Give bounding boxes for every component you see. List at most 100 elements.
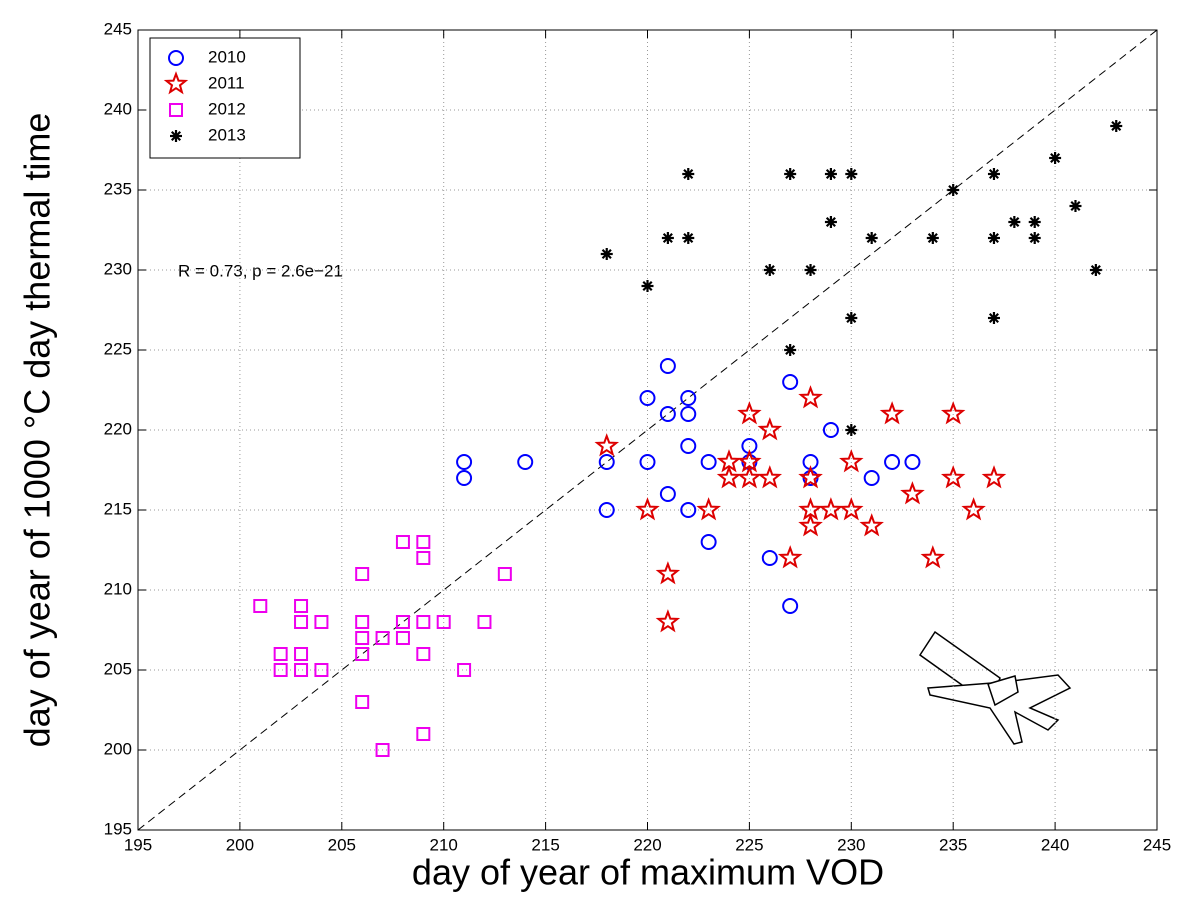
y-tick-label: 205 [104,659,132,678]
asterisk-stroke [170,130,182,142]
asterisk-stroke [866,232,877,244]
point [757,465,783,489]
point [904,454,921,470]
point [757,417,783,441]
point [777,545,803,569]
legend-marker [170,130,182,142]
point [395,631,410,645]
point [294,599,309,613]
point [416,535,431,549]
point [598,454,615,470]
point [822,422,839,438]
point [987,168,1000,180]
x-tick-label: 205 [328,835,356,854]
point [375,743,390,757]
point [355,567,370,581]
point [680,502,697,518]
point [659,358,676,374]
asterisk-stroke [1050,152,1061,164]
point [659,406,676,422]
asterisk-stroke [988,168,999,180]
point [987,312,1000,324]
point [879,401,905,425]
point [1069,200,1082,212]
point [680,438,697,454]
point [477,615,492,629]
point [680,406,697,422]
x-tick-label: 210 [430,835,458,854]
annotation: R = 0.73, p = 2.6e−21 [178,261,343,280]
point [798,465,823,489]
y-axis-label: day of year of 1000 °C day thermal time [17,113,58,748]
point [682,232,695,244]
y-tick-label: 215 [104,499,132,518]
asterisk-stroke [683,232,694,244]
point [737,401,762,425]
y-tick-label: 230 [104,259,132,278]
point [987,232,1000,244]
point [784,344,797,356]
legend-marker [168,50,184,66]
point [1089,264,1102,276]
asterisk-stroke [683,168,694,180]
y-tick-label: 225 [104,339,132,358]
point [940,465,966,489]
asterisk-stroke [1029,232,1040,244]
asterisk-stroke [785,168,796,180]
point [416,551,431,565]
asterisk-stroke [805,264,816,276]
asterisk-stroke [764,264,775,276]
point [641,280,654,292]
point [416,727,431,741]
x-tick-label: 235 [939,835,967,854]
asterisk-stroke [825,168,836,180]
point [839,449,864,473]
point [355,695,370,709]
y-tick-label: 220 [104,419,132,438]
point [294,615,309,629]
x-tick-label: 195 [124,835,152,854]
y-tick-label: 210 [104,579,132,598]
point [845,424,858,436]
point [798,513,823,537]
point [1028,232,1041,244]
point [661,232,674,244]
legend-label: 2012 [208,99,246,118]
point [839,497,864,521]
point [700,454,717,470]
point [655,609,681,633]
point [884,454,901,470]
point [395,535,410,549]
point [782,374,799,390]
point [517,454,534,470]
point [981,465,1007,489]
point [920,545,946,569]
point [824,216,837,228]
point [845,312,858,324]
point [804,264,817,276]
point [273,663,288,677]
point [314,615,329,629]
asterisk-stroke [927,232,938,244]
point [1028,216,1041,228]
point [355,631,370,645]
point [680,390,697,406]
x-tick-label: 225 [735,835,763,854]
legend-label: 2013 [208,125,246,144]
legend-marker [163,71,189,95]
point [763,264,776,276]
point [635,497,660,521]
x-axis-label: day of year of maximum VOD [412,852,884,893]
asterisk-stroke [846,168,857,180]
point [798,385,823,409]
point [294,647,309,661]
asterisk-stroke [601,248,612,260]
point [375,631,390,645]
point [961,497,986,521]
point [947,184,960,196]
point [737,465,762,489]
point [784,168,797,180]
asterisk-stroke [1070,200,1081,212]
point [824,168,837,180]
asterisk-stroke [662,232,673,244]
